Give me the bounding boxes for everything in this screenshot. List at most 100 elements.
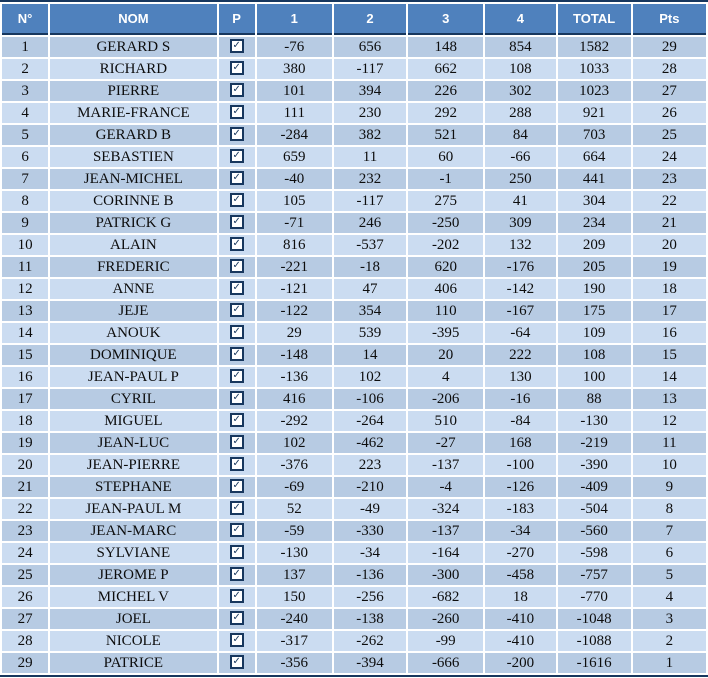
cell-n: 7 (2, 169, 49, 189)
cell-r4: 309 (485, 213, 556, 233)
table-row: 9 PATRICK G ✓ -71 246 -250 309 234 21 (2, 213, 706, 233)
present-checkbox[interactable]: ✓ (229, 347, 244, 362)
cell-nom: ANNE (50, 279, 217, 299)
present-checkbox[interactable]: ✓ (229, 281, 244, 296)
cell-r4: -270 (485, 543, 556, 563)
cell-total: -1088 (557, 631, 631, 651)
cell-r1: -59 (256, 521, 332, 541)
cell-total: -504 (557, 499, 631, 519)
present-checkbox[interactable]: ✓ (229, 545, 244, 560)
cell-r4: -410 (485, 609, 556, 629)
cell-p: ✓ (218, 433, 255, 453)
cell-total: -1048 (557, 609, 631, 629)
cell-n: 17 (2, 389, 49, 409)
present-checkbox[interactable]: ✓ (229, 171, 244, 186)
present-checkbox[interactable]: ✓ (229, 633, 244, 648)
cell-n: 14 (2, 323, 49, 343)
present-checkbox[interactable]: ✓ (229, 413, 244, 428)
cell-r1: 29 (256, 323, 332, 343)
cell-r3: -137 (408, 455, 484, 475)
table-row: 28 NICOLE ✓ -317 -262 -99 -410 -1088 2 (2, 631, 706, 651)
table-row: 4 MARIE-FRANCE ✓ 111 230 292 288 921 26 (2, 103, 706, 123)
present-checkbox[interactable]: ✓ (229, 259, 244, 274)
cell-n: 10 (2, 235, 49, 255)
present-checkbox[interactable]: ✓ (229, 567, 244, 582)
cell-r1: 111 (256, 103, 332, 123)
present-checkbox[interactable]: ✓ (229, 611, 244, 626)
present-checkbox[interactable]: ✓ (229, 127, 244, 142)
present-checkbox[interactable]: ✓ (229, 303, 244, 318)
cell-p: ✓ (218, 169, 255, 189)
cell-p: ✓ (218, 389, 255, 409)
present-checkbox[interactable]: ✓ (229, 479, 244, 494)
cell-pts: 12 (632, 411, 706, 431)
cell-r1: 380 (256, 59, 332, 79)
table-row: 1 GERARD S ✓ -76 656 148 854 1582 29 (2, 37, 706, 57)
cell-total: 108 (557, 345, 631, 365)
cell-total: 1023 (557, 81, 631, 101)
cell-p: ✓ (218, 103, 255, 123)
cell-p: ✓ (218, 37, 255, 57)
present-checkbox[interactable]: ✓ (229, 501, 244, 516)
cell-r2: 47 (333, 279, 407, 299)
cell-nom: ANOUK (50, 323, 217, 343)
cell-n: 18 (2, 411, 49, 431)
present-checkbox[interactable]: ✓ (229, 435, 244, 450)
cell-pts: 21 (632, 213, 706, 233)
cell-r1: -71 (256, 213, 332, 233)
cell-pts: 5 (632, 565, 706, 585)
cell-r1: 659 (256, 147, 332, 167)
present-checkbox[interactable]: ✓ (229, 325, 244, 340)
present-checkbox[interactable]: ✓ (229, 457, 244, 472)
table-row: 15 DOMINIQUE ✓ -148 14 20 222 108 15 (2, 345, 706, 365)
table-row: 11 FREDERIC ✓ -221 -18 620 -176 205 19 (2, 257, 706, 277)
cell-total: 109 (557, 323, 631, 343)
cell-r4: -458 (485, 565, 556, 585)
present-checkbox[interactable]: ✓ (229, 149, 244, 164)
cell-r2: 382 (333, 125, 407, 145)
present-checkbox[interactable]: ✓ (229, 215, 244, 230)
present-checkbox[interactable]: ✓ (229, 655, 244, 670)
col-header-r3: 3 (408, 4, 484, 35)
table-row: 22 JEAN-PAUL M ✓ 52 -49 -324 -183 -504 8 (2, 499, 706, 519)
cell-r1: -317 (256, 631, 332, 651)
present-checkbox[interactable]: ✓ (229, 237, 244, 252)
cell-nom: JEJE (50, 301, 217, 321)
cell-r3: 226 (408, 81, 484, 101)
cell-nom: DOMINIQUE (50, 345, 217, 365)
present-checkbox[interactable]: ✓ (229, 39, 244, 54)
cell-pts: 26 (632, 103, 706, 123)
cell-nom: JEAN-MICHEL (50, 169, 217, 189)
present-checkbox[interactable]: ✓ (229, 105, 244, 120)
cell-r1: -292 (256, 411, 332, 431)
cell-pts: 23 (632, 169, 706, 189)
cell-r1: 101 (256, 81, 332, 101)
present-checkbox[interactable]: ✓ (229, 369, 244, 384)
present-checkbox[interactable]: ✓ (229, 61, 244, 76)
cell-nom: MICHEL V (50, 587, 217, 607)
cell-pts: 19 (632, 257, 706, 277)
cell-total: -1616 (557, 653, 631, 673)
cell-r2: -210 (333, 477, 407, 497)
cell-p: ✓ (218, 59, 255, 79)
cell-n: 29 (2, 653, 49, 673)
cell-r1: -136 (256, 367, 332, 387)
cell-r1: 150 (256, 587, 332, 607)
cell-n: 6 (2, 147, 49, 167)
present-checkbox[interactable]: ✓ (229, 391, 244, 406)
cell-pts: 6 (632, 543, 706, 563)
cell-r4: 302 (485, 81, 556, 101)
cell-n: 5 (2, 125, 49, 145)
cell-total: 100 (557, 367, 631, 387)
cell-n: 1 (2, 37, 49, 57)
present-checkbox[interactable]: ✓ (229, 83, 244, 98)
cell-total: 88 (557, 389, 631, 409)
cell-r2: -138 (333, 609, 407, 629)
cell-r3: -27 (408, 433, 484, 453)
cell-total: -390 (557, 455, 631, 475)
present-checkbox[interactable]: ✓ (229, 523, 244, 538)
cell-pts: 25 (632, 125, 706, 145)
present-checkbox[interactable]: ✓ (229, 193, 244, 208)
col-header-total: TOTAL (557, 4, 631, 35)
present-checkbox[interactable]: ✓ (229, 589, 244, 604)
